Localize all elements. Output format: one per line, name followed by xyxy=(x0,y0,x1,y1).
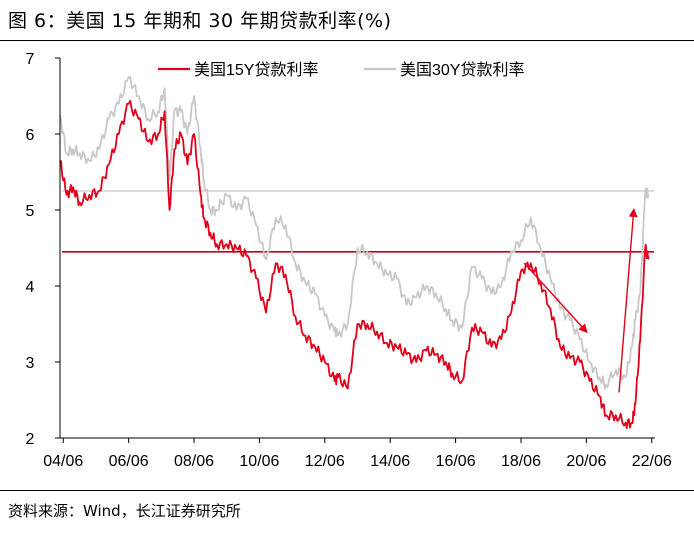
line-chart: 2 3 4 5 6 7 04/06 06/06 08/06 10/06 12/06 14/06 16/0… xyxy=(26,51,672,470)
legend-label: 美国30Y贷款利率 xyxy=(400,61,524,79)
y-tick-label: 4 xyxy=(26,279,35,296)
y-tick-label: 2 xyxy=(26,431,35,448)
y-tick-label: 7 xyxy=(26,51,35,68)
x-tick-label: 10/06 xyxy=(239,453,279,470)
x-tick-label: 04/06 xyxy=(43,453,83,470)
x-tick-label: 08/06 xyxy=(174,453,214,470)
legend-label: 美国15Y贷款利率 xyxy=(194,61,318,79)
series-line-30y xyxy=(59,76,650,390)
y-tick-label: 5 xyxy=(26,203,35,220)
x-tick-label: 22/06 xyxy=(632,453,672,470)
source-note: 资料来源：Wind，长江证券研究所 xyxy=(8,502,241,520)
annotation-arrow xyxy=(618,208,638,393)
x-tick-label: 16/06 xyxy=(436,453,476,470)
x-tick-label: 20/06 xyxy=(566,453,606,470)
annotation-arrow xyxy=(523,262,588,334)
x-tick-label: 12/06 xyxy=(305,453,345,470)
y-tick-label: 3 xyxy=(26,355,35,372)
x-tick-label: 18/06 xyxy=(501,453,541,470)
x-tick-label: 14/06 xyxy=(370,453,410,470)
x-tick-label: 06/06 xyxy=(109,453,149,470)
figure-title: 图 6：美国 15 年期和 30 年期贷款利率(%) xyxy=(8,10,392,32)
title-rule xyxy=(0,40,694,41)
footer-rule xyxy=(0,490,694,491)
y-tick-label: 6 xyxy=(26,127,35,144)
series-line-15y xyxy=(59,99,650,430)
